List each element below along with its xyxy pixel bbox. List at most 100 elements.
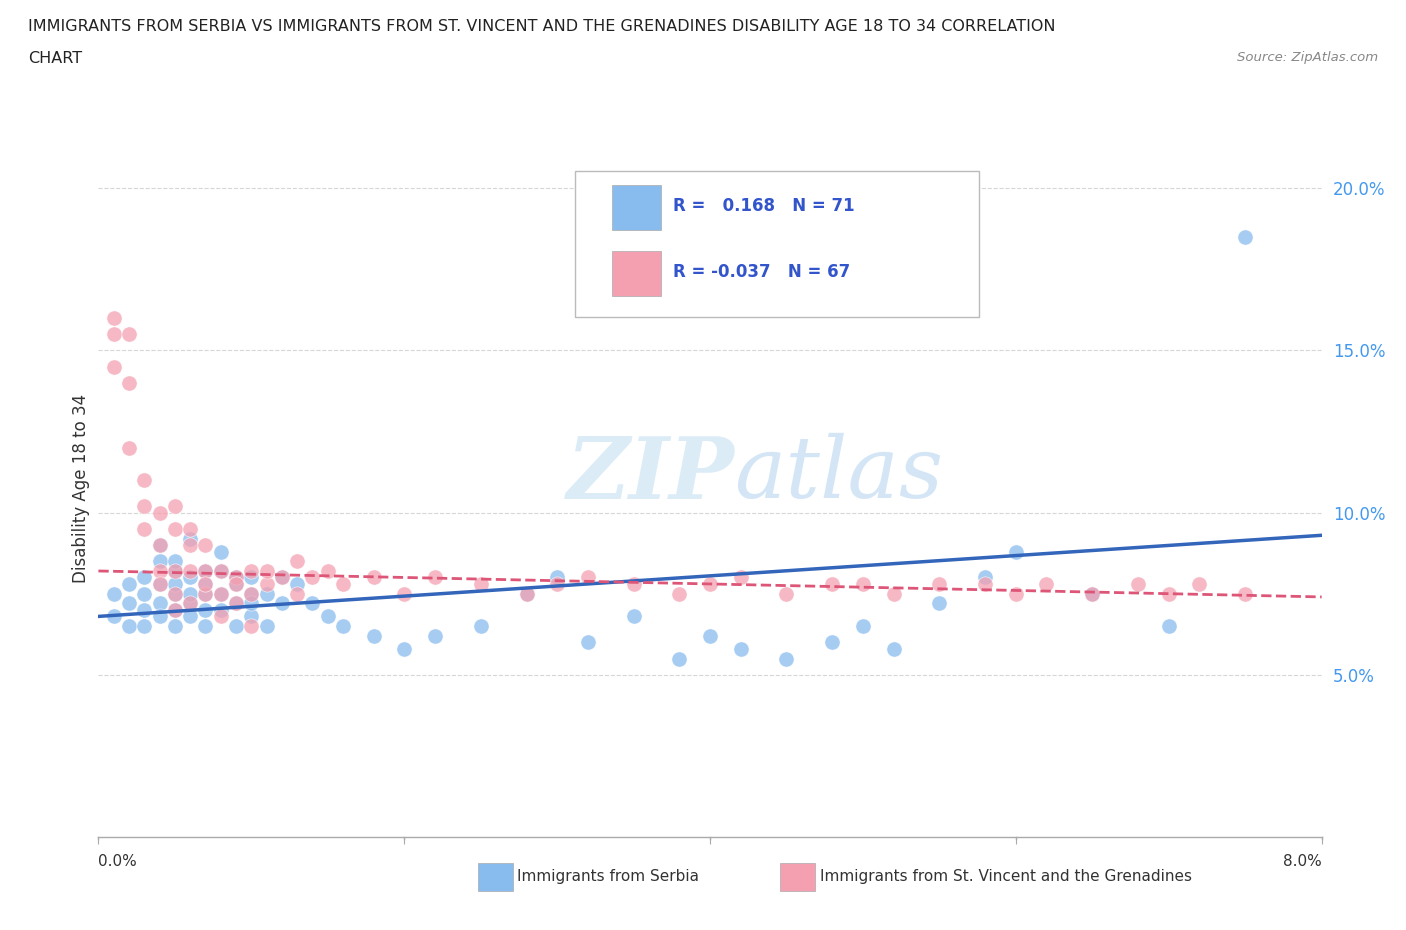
Point: [392, 642, 416, 657]
Point: [240, 564, 263, 578]
FancyBboxPatch shape: [612, 251, 661, 297]
Point: [363, 629, 385, 644]
Point: [301, 596, 323, 611]
Point: [103, 359, 125, 374]
Point: [546, 570, 568, 585]
Point: [149, 609, 172, 624]
Point: [852, 577, 875, 591]
Point: [194, 577, 217, 591]
Point: [730, 642, 752, 657]
Point: [134, 472, 156, 487]
Point: [149, 564, 172, 578]
Point: [332, 577, 354, 591]
Point: [194, 577, 217, 591]
Point: [209, 586, 232, 601]
Point: [163, 618, 186, 633]
FancyBboxPatch shape: [575, 171, 979, 317]
Point: [730, 570, 752, 585]
Point: [623, 609, 645, 624]
Point: [470, 577, 492, 591]
Point: [256, 586, 278, 601]
Point: [209, 564, 232, 578]
Point: [194, 586, 217, 601]
Point: [285, 577, 308, 591]
Point: [423, 629, 446, 644]
Point: [134, 570, 156, 585]
Point: [285, 553, 308, 568]
Text: Immigrants from Serbia: Immigrants from Serbia: [517, 870, 699, 884]
Point: [163, 522, 186, 537]
Point: [149, 538, 172, 552]
Point: [194, 564, 217, 578]
Point: [699, 629, 721, 644]
Point: [149, 505, 172, 520]
Point: [270, 570, 294, 585]
Text: Source: ZipAtlas.com: Source: ZipAtlas.com: [1237, 51, 1378, 64]
Point: [209, 544, 232, 559]
Point: [209, 564, 232, 578]
Point: [149, 577, 172, 591]
Point: [974, 570, 997, 585]
Point: [623, 577, 645, 591]
Point: [423, 570, 446, 585]
Point: [1004, 586, 1026, 601]
Point: [1188, 577, 1211, 591]
Point: [134, 603, 156, 618]
Point: [163, 498, 186, 513]
Point: [576, 635, 599, 650]
Point: [134, 618, 156, 633]
Point: [1234, 586, 1257, 601]
Point: [163, 553, 186, 568]
Text: 8.0%: 8.0%: [1282, 854, 1322, 869]
Point: [179, 564, 201, 578]
Point: [1157, 586, 1180, 601]
Point: [194, 586, 217, 601]
Text: CHART: CHART: [28, 51, 82, 66]
Point: [775, 586, 797, 601]
Point: [256, 564, 278, 578]
FancyBboxPatch shape: [612, 185, 661, 230]
Point: [821, 635, 844, 650]
Point: [928, 596, 950, 611]
Y-axis label: Disability Age 18 to 34: Disability Age 18 to 34: [72, 393, 90, 583]
Point: [179, 596, 201, 611]
Point: [118, 376, 141, 391]
Point: [194, 603, 217, 618]
Point: [163, 603, 186, 618]
Point: [1081, 586, 1104, 601]
Point: [118, 577, 141, 591]
Text: R =   0.168   N = 71: R = 0.168 N = 71: [673, 197, 855, 215]
Point: [179, 586, 201, 601]
Point: [332, 618, 354, 633]
Point: [103, 586, 125, 601]
Point: [821, 577, 844, 591]
Point: [118, 596, 141, 611]
Point: [179, 538, 201, 552]
Point: [103, 609, 125, 624]
Point: [225, 596, 247, 611]
Point: [301, 570, 323, 585]
Point: [163, 603, 186, 618]
Point: [225, 577, 247, 591]
Point: [209, 586, 232, 601]
Point: [285, 586, 308, 601]
Point: [1128, 577, 1150, 591]
Point: [225, 596, 247, 611]
Point: [103, 311, 125, 325]
Point: [668, 651, 690, 666]
Point: [194, 618, 217, 633]
Point: [179, 522, 201, 537]
Text: ZIP: ZIP: [567, 432, 734, 516]
Point: [149, 596, 172, 611]
Point: [179, 570, 201, 585]
Point: [194, 564, 217, 578]
Point: [256, 577, 278, 591]
Point: [163, 586, 186, 601]
Point: [883, 586, 905, 601]
Point: [209, 603, 232, 618]
Text: 0.0%: 0.0%: [98, 854, 138, 869]
Point: [1035, 577, 1057, 591]
Text: IMMIGRANTS FROM SERBIA VS IMMIGRANTS FROM ST. VINCENT AND THE GRENADINES DISABIL: IMMIGRANTS FROM SERBIA VS IMMIGRANTS FRO…: [28, 19, 1056, 33]
Point: [270, 596, 294, 611]
Point: [134, 522, 156, 537]
